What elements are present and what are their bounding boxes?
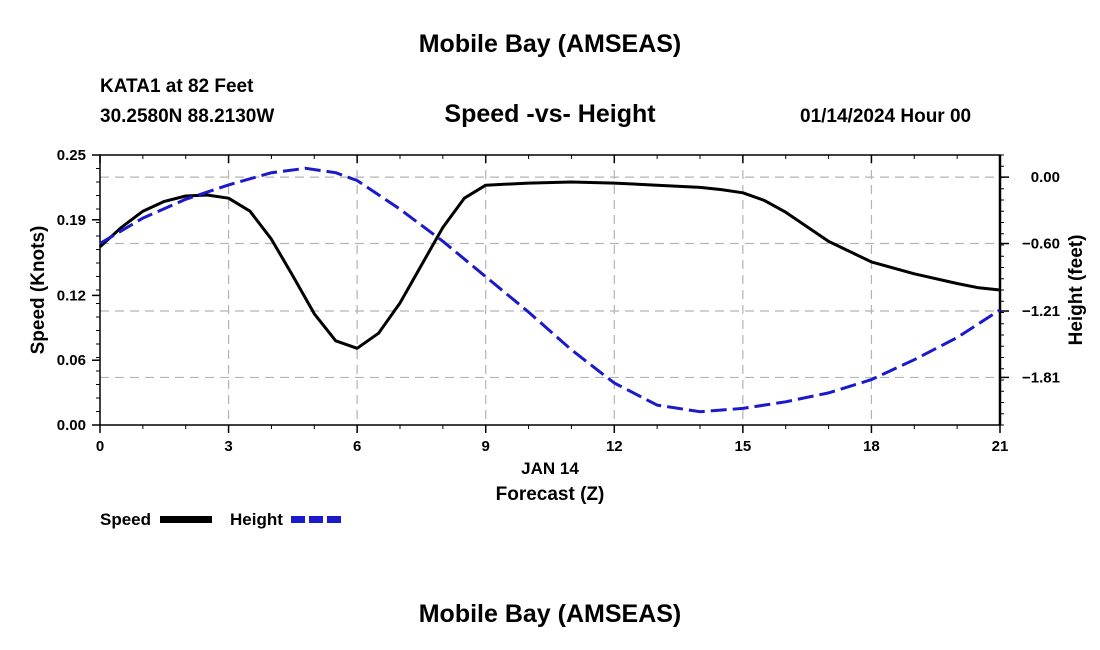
forecast-datetime: 01/14/2024 Hour 00 — [800, 106, 972, 127]
x-tick-label: 21 — [992, 438, 1009, 455]
y2-tick-label: −1.81 — [1022, 369, 1060, 386]
chart-main-title: Mobile Bay (AMSEAS) — [418, 30, 682, 58]
y-tick-label: 0.06 — [57, 352, 86, 369]
legend-height-swatch — [291, 516, 343, 523]
series-line-height — [99, 166, 1001, 414]
y2-tick-label: −1.21 — [1022, 303, 1060, 320]
grid-lines — [100, 155, 1000, 425]
y-tick-label: 0.12 — [57, 287, 86, 304]
y-axis-label: Speed (Knots) — [28, 226, 49, 355]
tick-labels: 0 3 6 9 12 15 18 21 0.00 0.06 0.12 0.19 0.25 0.00 −0.6… — [57, 147, 1060, 455]
station-label: KATA1 at 82 Feet — [100, 76, 254, 97]
y-tick-label: 0.25 — [57, 147, 86, 164]
station-coordinates: 30.2580N 88.2130W — [100, 106, 275, 127]
legend-speed-swatch — [160, 516, 212, 523]
y-tick-label: 0.00 — [57, 417, 86, 434]
x-tick-label: 3 — [224, 438, 232, 455]
x-tick-label: 6 — [353, 438, 361, 455]
legend-height-label: Height — [230, 510, 283, 529]
x-date-label: JAN 14 — [521, 459, 579, 478]
x-tick-label: 12 — [606, 438, 623, 455]
series-lines — [98, 166, 1001, 414]
y2-axis-label: Height (feet) — [1066, 235, 1087, 346]
x-tick-label: 0 — [96, 438, 104, 455]
bottom-title: Mobile Bay (AMSEAS) — [418, 600, 682, 628]
x-tick-label: 9 — [482, 438, 490, 455]
plot-frame — [99, 154, 1001, 426]
x-tick-label: 18 — [863, 438, 880, 455]
x-tick-label: 15 — [735, 438, 752, 455]
chart-subtitle: Speed -vs- Height — [444, 100, 656, 128]
y2-tick-label: −0.60 — [1022, 236, 1060, 253]
series-line-speed — [98, 180, 1001, 350]
y-tick-label: 0.19 — [57, 212, 86, 229]
x-axis-label: Forecast (Z) — [496, 484, 605, 505]
legend-speed-label: Speed — [100, 510, 152, 529]
y2-tick-label: 0.00 — [1031, 169, 1060, 186]
